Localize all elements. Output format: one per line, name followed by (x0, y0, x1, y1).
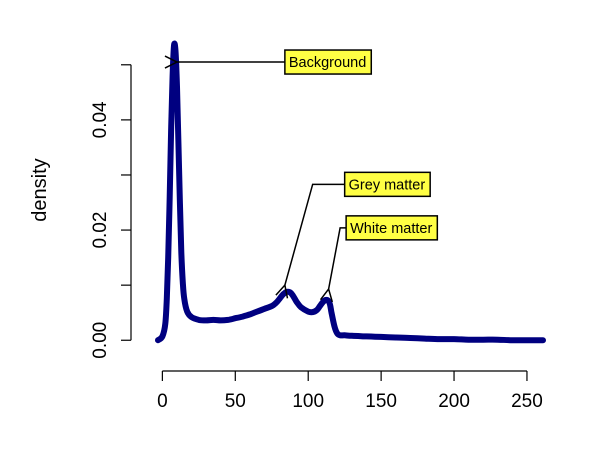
y-tick-label: 0.04 (90, 101, 111, 138)
y-tick-label: 0.00 (90, 322, 111, 359)
axes: 0.00 0.02 0.04 0 50 100 150 200 250 (90, 64, 543, 412)
annotations: Background Grey matter White matter (177, 49, 439, 289)
x-tick-label: 0 (157, 391, 168, 412)
annotation-arrow (329, 227, 347, 289)
x-tick-label: 250 (511, 391, 543, 412)
x-tick-label: 50 (225, 391, 246, 412)
annotation-white-matter: White matter (329, 215, 439, 289)
annotation-label-white-matter: White matter (350, 221, 432, 237)
x-tick-label: 150 (365, 391, 397, 412)
annotation-label-grey-matter: Grey matter (349, 177, 426, 193)
annotation-background: Background (177, 49, 373, 75)
y-tick-label: 0.02 (90, 212, 111, 249)
x-tick-label: 100 (292, 391, 324, 412)
annotation-label-box (343, 171, 431, 198)
annotation-grey-matter: Grey matter (285, 171, 431, 285)
annotation-label-background: Background (289, 55, 366, 71)
y-axis-label: density (29, 158, 51, 221)
x-tick-label: 200 (438, 391, 470, 412)
annotation-arrow (285, 183, 345, 285)
